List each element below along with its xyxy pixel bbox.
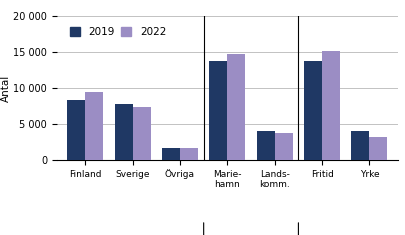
Bar: [369, 137, 386, 160]
Bar: [67, 100, 85, 160]
Bar: [132, 107, 150, 160]
Legend: 2019, 2022: 2019, 2022: [65, 23, 170, 41]
Bar: [85, 92, 103, 160]
Bar: [256, 131, 274, 160]
Bar: [179, 148, 198, 160]
Bar: [351, 131, 369, 160]
Bar: [162, 148, 179, 160]
Y-axis label: Antal: Antal: [0, 74, 11, 102]
Bar: [209, 61, 227, 160]
Bar: [114, 104, 132, 160]
Bar: [303, 61, 321, 160]
Bar: [321, 51, 339, 160]
Bar: [227, 54, 245, 160]
Bar: [274, 133, 292, 160]
